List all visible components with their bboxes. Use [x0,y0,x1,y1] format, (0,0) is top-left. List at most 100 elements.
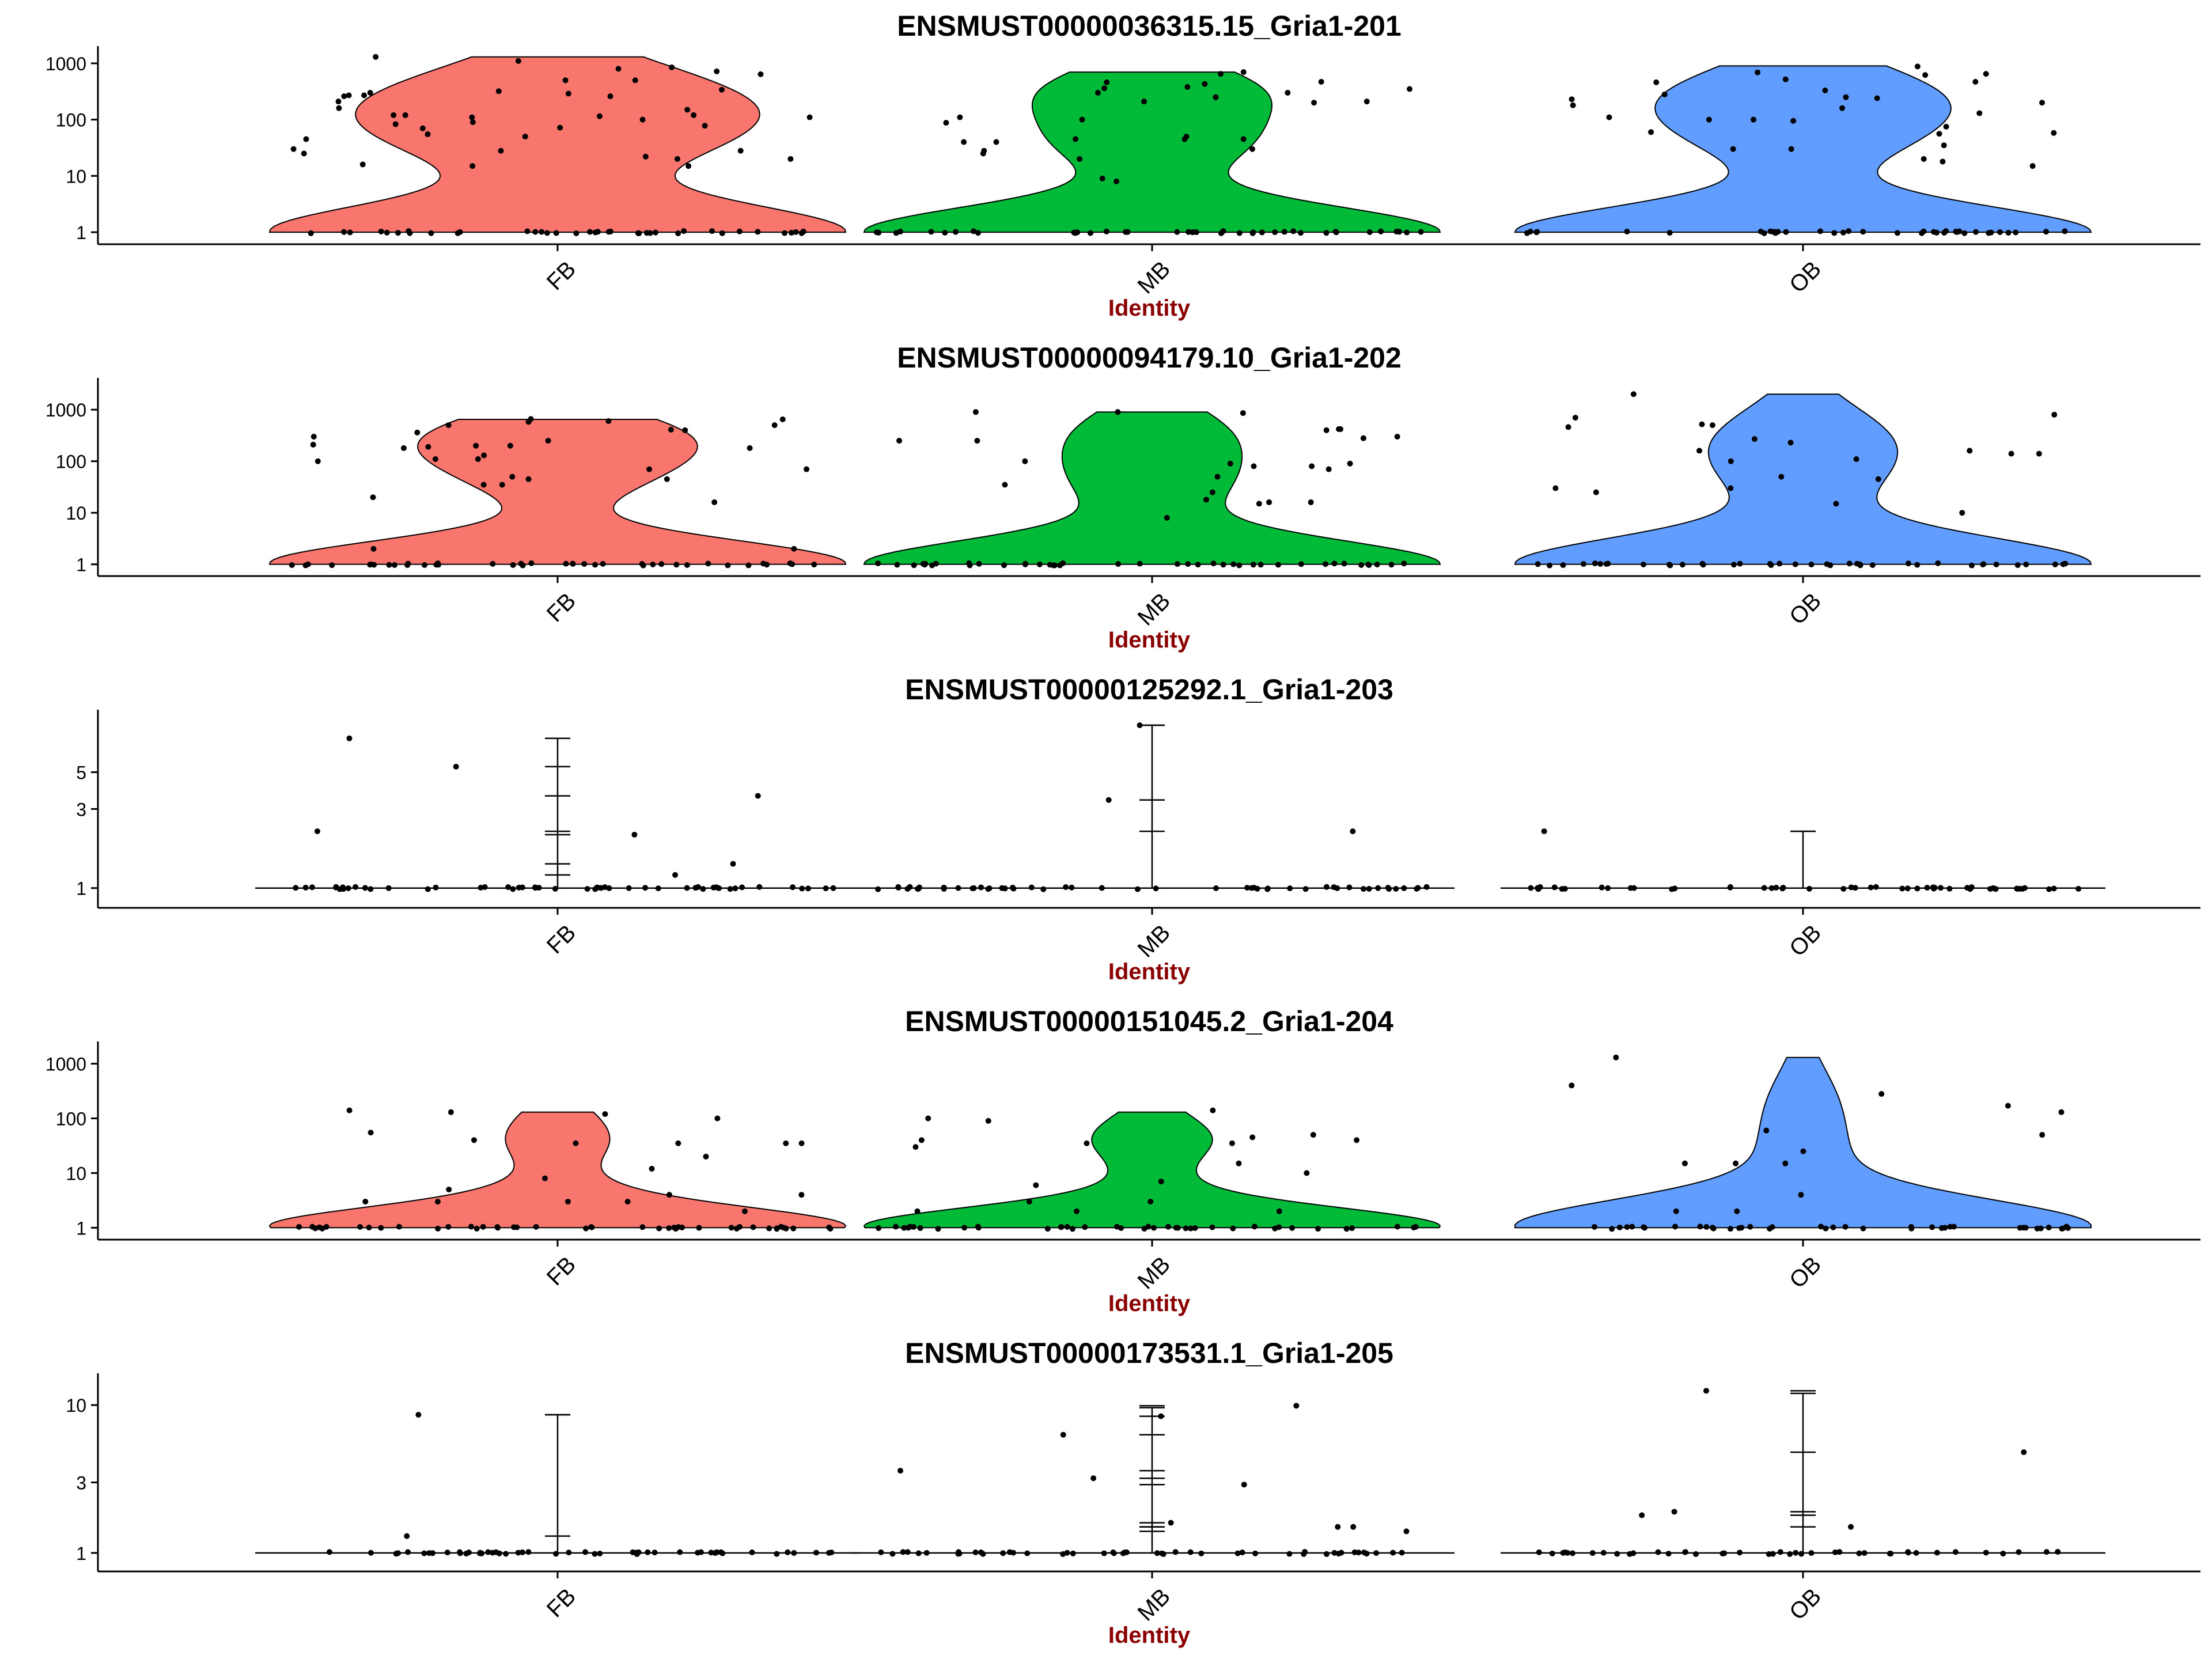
data-point [1673,1208,1679,1214]
data-point [2060,561,2066,567]
data-point [928,229,934,235]
data-point [664,476,670,482]
data-point [669,64,675,70]
data-point [341,93,347,100]
data-point [1333,229,1339,236]
data-point [573,230,579,237]
data-point [1198,1550,1205,1556]
data-point [1250,562,1256,568]
data-point [1401,885,1407,891]
data-point [1058,1224,1064,1230]
data-point [1361,1549,1367,1555]
data-point [1541,828,1547,835]
data-point [771,422,778,429]
data-point [310,441,316,448]
data-point [1783,229,1789,235]
data-point [918,1137,925,1143]
data-point [1394,434,1400,440]
data-point [1793,1550,1799,1556]
data-point [1699,421,1705,427]
data-point [1000,1550,1006,1556]
data-point [615,66,622,72]
data-point [798,1192,805,1198]
panel-3-title: ENSMUST00000125292.1_Gria1-203 [905,673,1393,706]
data-point [1160,1551,1166,1557]
data-point [368,561,374,567]
data-point [1183,1225,1189,1232]
data-point [422,562,428,568]
data-point [475,456,481,462]
data-point [1044,1226,1051,1232]
data-point [912,1144,919,1150]
data-point [655,885,661,892]
data-point [1987,886,1994,892]
data-point [730,861,736,867]
data-point [1639,1512,1645,1518]
data-point [943,120,949,126]
data-point [1778,474,1785,480]
data-point [1869,562,1876,569]
data-point [1950,1224,1957,1230]
data-point [596,113,603,119]
data-point [671,1224,677,1230]
data-point [1606,114,1612,120]
data-point [952,229,959,235]
data-point [434,1199,441,1205]
data-point [368,1550,374,1556]
data-point [703,1153,709,1160]
data-point [490,1550,496,1556]
panel-4-title: ENSMUST00000151045.2_Gria1-204 [905,1005,1393,1037]
data-point [650,561,656,567]
data-point [544,230,550,236]
data-point [583,1225,589,1232]
data-point [296,1224,302,1230]
data-point [2062,228,2068,234]
data-point [799,885,805,892]
data-point [1082,1224,1088,1230]
panel-2-title: ENSMUST00000094179.10_Gria1-202 [897,342,1402,374]
data-point [2021,885,2028,891]
data-point [541,1175,548,1181]
data-point [736,228,743,234]
data-point [1763,1127,1770,1134]
data-point [632,77,638,84]
data-point [308,230,314,236]
data-point [1822,87,1828,93]
data-point [1101,85,1108,92]
data-point [1562,1549,1569,1555]
data-point [1779,885,1786,892]
data-point [1285,90,1291,96]
data-point [1641,1225,1647,1231]
data-point [1147,1199,1154,1205]
data-point [917,1225,923,1231]
data-point [876,1225,882,1231]
data-point [1396,229,1403,235]
data-point [1973,229,1979,235]
data-point [490,560,496,567]
data-point [2039,1132,2046,1138]
data-point [749,1549,755,1555]
data-point [587,229,593,235]
data-point [1069,1226,1075,1232]
data-point [433,562,440,568]
data-point [1251,1224,1257,1230]
data-point [1728,1226,1734,1232]
data-point [525,1549,532,1555]
data-point [1164,514,1170,521]
data-point [1175,1225,1181,1231]
data-point [955,885,961,891]
data-point [647,230,653,236]
data-point [755,793,761,799]
data-point [745,562,752,569]
data-point [889,1551,896,1557]
data-point [1024,1550,1031,1556]
data-point [725,562,731,569]
data-point [309,1224,316,1230]
data-point [326,1549,332,1555]
data-point [1174,561,1180,567]
data-point [425,131,431,138]
data-point [1524,230,1530,236]
data-point [1569,1082,1575,1089]
data-point [419,125,426,131]
